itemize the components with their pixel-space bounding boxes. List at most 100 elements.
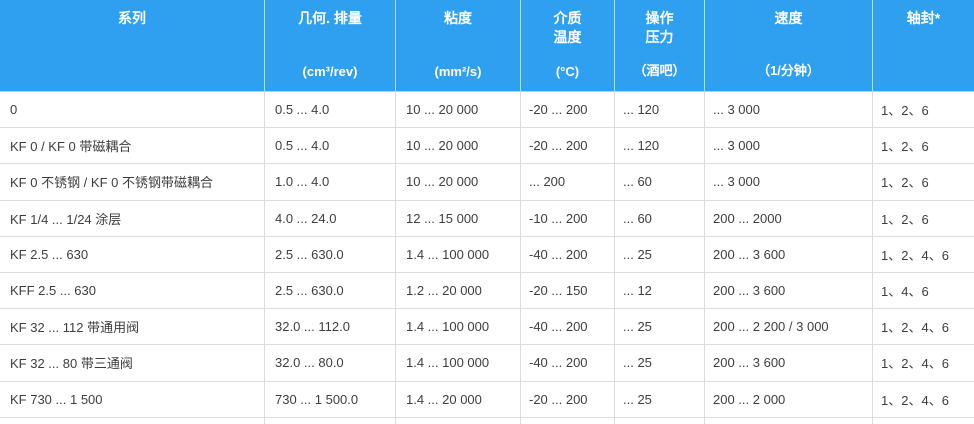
- col-title-line: 温度: [553, 29, 582, 45]
- cell-media-temperature: -20 ... 200: [520, 381, 614, 417]
- cell-speed: 200 ... 2 000: [704, 381, 872, 417]
- table-row: KF 1/4 ... 1/24 涂层 4.0 ... 24.0 12 ... 15 …: [0, 200, 974, 237]
- cell-displacement: 4.0 ... 24.0: [264, 200, 395, 236]
- cell-displacement: 0.5 ... 4.0: [264, 92, 395, 128]
- col-header-series: 系列: [0, 0, 264, 91]
- cell-shaft-seal: 1、2、6: [872, 128, 974, 164]
- cell-shaft-seal: 1、2、4、6: [872, 345, 974, 381]
- cell-viscosity: 12 ... 15 000: [395, 200, 520, 236]
- col-title-line: 系列: [118, 10, 146, 26]
- cell-operating-pressure: [614, 417, 704, 424]
- cell-operating-pressure: ... 60: [614, 164, 704, 200]
- cell-speed: 200 ... 3 600: [704, 236, 872, 272]
- cell-displacement: 1.0 ... 4.0: [264, 164, 395, 200]
- col-title-line: 介质: [553, 10, 582, 26]
- col-unit: （酒吧）: [633, 63, 686, 78]
- col-header-operating-pressure: 操作 压力 （酒吧）: [614, 0, 704, 91]
- cell-media-temperature: -20 ... 200: [520, 92, 614, 128]
- col-header-speed: 速度 （1/分钟）: [704, 0, 872, 91]
- cell-series: KF 0 不锈钢 / KF 0 不锈钢带磁耦合: [10, 175, 213, 191]
- cell-speed: 200 ... 2000: [704, 200, 872, 236]
- col-title-line: 几何. 排量: [298, 10, 362, 26]
- cell-speed: ... 3 000: [704, 92, 872, 128]
- cell-viscosity: 1.2 ... 20 000: [395, 272, 520, 309]
- col-header-media-temperature: 介质 温度 (°C): [520, 0, 614, 91]
- cell-speed: [704, 417, 872, 424]
- col-title-line: 轴封*: [906, 10, 941, 26]
- col-title-line: 压力: [645, 29, 674, 45]
- col-title: 介质 温度: [554, 9, 582, 47]
- table-row-partial: [0, 417, 974, 424]
- cell-displacement: 32.0 ... 112.0: [264, 309, 395, 345]
- col-title: 轴封*: [907, 9, 940, 28]
- col-title: 速度: [775, 9, 803, 28]
- cell-shaft-seal: 1、2、4、6: [872, 236, 974, 272]
- cell-speed: ... 3 000: [704, 164, 872, 200]
- cell-speed: 200 ... 2 200 / 3 000: [704, 309, 872, 345]
- table-row: KF 32 ... 112 带通用阀 32.0 ... 112.0 1.4 ... …: [0, 309, 974, 346]
- col-unit: (cm³/rev): [302, 64, 358, 79]
- cell-operating-pressure: ... 12: [614, 272, 704, 309]
- col-unit: (°C): [555, 64, 580, 79]
- table-row: KF 0 / KF 0 带磁耦合 0.5 ... 4.0 10 ... 20 000…: [0, 128, 974, 165]
- table-row: 0 0.5 ... 4.0 10 ... 20 000 -20 ... 200 ... …: [0, 92, 974, 129]
- cell-shaft-seal: 1、4、6: [872, 272, 974, 309]
- cell-operating-pressure: ... 60: [614, 200, 704, 236]
- cell-shaft-seal: 1、2、6: [872, 164, 974, 200]
- col-title: 操作 压力: [646, 9, 674, 47]
- table-row: KF 0 不锈钢 / KF 0 不锈钢带磁耦合 1.0 ... 4.0 10 ...…: [0, 164, 974, 201]
- cell-series: KF 2.5 ... 630: [10, 246, 89, 262]
- cell-viscosity: 1.4 ... 100 000: [395, 236, 520, 272]
- cell-media-temperature: ... 200: [520, 164, 614, 200]
- cell-series: [0, 418, 264, 424]
- cell-operating-pressure: ... 25: [614, 236, 704, 272]
- col-title-line: 粘度: [444, 10, 472, 26]
- cell-displacement: 2.5 ... 630.0: [264, 272, 395, 309]
- cell-speed: ... 3 000: [704, 128, 872, 164]
- col-title-line: 速度: [774, 10, 803, 26]
- cell-shaft-seal: 1、2、4、6: [872, 381, 974, 417]
- cell-displacement: 730 ... 1 500.0: [264, 381, 395, 417]
- cell-operating-pressure: ... 25: [614, 345, 704, 381]
- cell-viscosity: 1.4 ... 100 000: [395, 345, 520, 381]
- col-title: 几何. 排量: [298, 9, 362, 28]
- cell-series: 0: [10, 102, 18, 118]
- cell-viscosity: 10 ... 20 000: [395, 164, 520, 200]
- cell-series: KF 1/4 ... 1/24 涂层: [10, 211, 122, 227]
- cell-series: KF 0 / KF 0 带磁耦合: [10, 139, 132, 155]
- col-title-line: 操作: [645, 10, 674, 26]
- col-unit: （1/分钟）: [757, 63, 820, 78]
- cell-shaft-seal: 1、2、6: [872, 200, 974, 236]
- cell-viscosity: 1.4 ... 100 000: [395, 309, 520, 345]
- col-header-shaft-seal: 轴封*: [872, 0, 974, 91]
- cell-media-temperature: -20 ... 200: [520, 128, 614, 164]
- cell-speed: 200 ... 3 600: [704, 345, 872, 381]
- cell-displacement: 2.5 ... 630.0: [264, 236, 395, 272]
- table-row: KF 32 ... 80 带三通阀 32.0 ... 80.0 1.4 ... 10…: [0, 345, 974, 382]
- cell-viscosity: 10 ... 20 000: [395, 92, 520, 128]
- col-unit: (mm²/s): [434, 64, 482, 79]
- cell-series: KF 730 ... 1 500: [10, 391, 103, 407]
- cell-media-temperature: [520, 417, 614, 424]
- col-header-displacement: 几何. 排量 (cm³/rev): [264, 0, 395, 91]
- cell-series: KF 32 ... 112 带通用阀: [10, 320, 140, 336]
- col-title: 系列: [118, 9, 146, 28]
- cell-media-temperature: -40 ... 200: [520, 345, 614, 381]
- table-row: KFF 2.5 ... 630 2.5 ... 630.0 1.2 ... 20 0…: [0, 272, 974, 310]
- cell-viscosity: 10 ... 20 000: [395, 128, 520, 164]
- cell-displacement: 32.0 ... 80.0: [264, 345, 395, 381]
- cell-media-temperature: -10 ... 200: [520, 200, 614, 236]
- col-header-viscosity: 粘度 (mm²/s): [395, 0, 520, 91]
- cell-shaft-seal: [872, 417, 974, 424]
- table-row: KF 2.5 ... 630 2.5 ... 630.0 1.4 ... 100 0…: [0, 236, 974, 273]
- cell-displacement: 0.5 ... 4.0: [264, 128, 395, 164]
- cell-displacement: [264, 417, 395, 424]
- cell-shaft-seal: 1、2、4、6: [872, 309, 974, 345]
- cell-shaft-seal: 1、2、6: [872, 92, 974, 128]
- cell-viscosity: 1.4 ... 20 000: [395, 381, 520, 417]
- table-header-row: 系列 几何. 排量 (cm³/rev) 粘度 (mm²/s) 介质 温度 (°C…: [0, 0, 974, 92]
- cell-media-temperature: -40 ... 200: [520, 236, 614, 272]
- cell-operating-pressure: ... 25: [614, 381, 704, 417]
- cell-series: KFF 2.5 ... 630: [10, 283, 96, 299]
- col-title: 粘度: [444, 9, 472, 28]
